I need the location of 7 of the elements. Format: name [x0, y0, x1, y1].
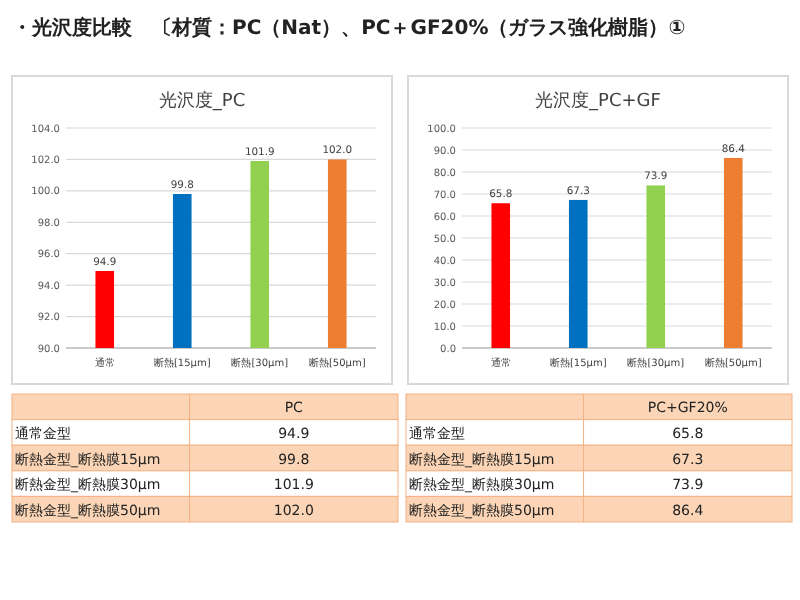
bar [646, 185, 666, 348]
chart-title: 光沢度_PC [158, 90, 246, 112]
chart-title: 光沢度_PC+GF [535, 90, 661, 112]
bar [491, 203, 511, 348]
text: ・光沢度比較 〔材質：PC（Nat）、PC＋GF20%（ガラス強化樹脂）① [12, 16, 686, 40]
bar [723, 157, 743, 348]
bar [568, 199, 588, 348]
